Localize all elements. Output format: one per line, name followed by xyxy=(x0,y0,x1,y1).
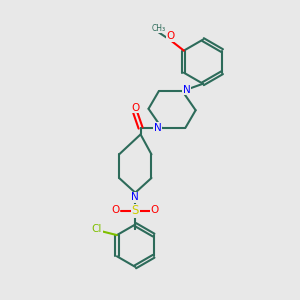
Text: O: O xyxy=(112,206,120,215)
Text: N: N xyxy=(154,123,161,133)
Text: CH₃: CH₃ xyxy=(151,24,165,33)
Text: N: N xyxy=(131,192,139,203)
Text: N: N xyxy=(183,85,190,95)
Text: O: O xyxy=(167,32,175,41)
Text: O: O xyxy=(151,206,159,215)
Text: O: O xyxy=(131,103,140,112)
Text: S: S xyxy=(132,205,139,218)
Text: Cl: Cl xyxy=(92,224,102,234)
